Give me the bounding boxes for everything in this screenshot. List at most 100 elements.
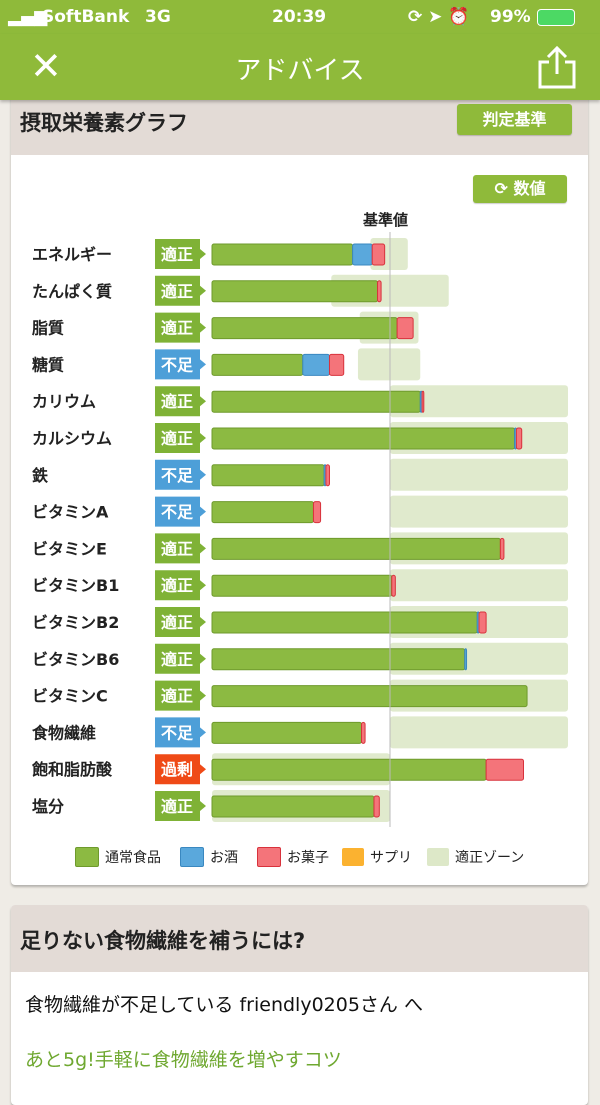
bar-normal <box>211 795 375 818</box>
bar-normal <box>211 280 379 303</box>
clock: 20:39 <box>272 7 327 27</box>
bar-snack <box>377 280 382 303</box>
bar-normal <box>211 648 466 671</box>
zone-bar <box>357 348 421 381</box>
bar-normal <box>211 464 325 487</box>
legend-zone: 適正ゾーン <box>427 847 524 867</box>
bar-snack <box>421 390 425 413</box>
reference-label: 基準値 <box>363 211 409 229</box>
bar-normal <box>211 390 421 413</box>
nutrient-graph-card: 摂取栄養素グラフ 判定基準 ⟳ 数値 基準値 エネルギー 適正 たんぱく質 適正 脂質適… <box>11 92 588 885</box>
nutrient-label: カルシウム <box>32 429 112 448</box>
bar-normal <box>211 758 487 781</box>
status-badge <box>155 312 206 343</box>
status-badge-text: 適正 <box>161 319 193 338</box>
status-badge <box>155 680 206 711</box>
bar-snack <box>328 353 345 376</box>
nutrient-label: 飽和脂肪酸 <box>31 760 113 779</box>
status-badge-text: 適正 <box>161 282 193 301</box>
status-badge <box>155 423 206 453</box>
legend-supplement: サプリ <box>342 847 412 867</box>
nutrient-label: 鉄 <box>32 466 48 485</box>
bar-normal <box>211 574 393 597</box>
bar-snack <box>485 758 524 781</box>
carrier: SoftBank <box>42 7 130 27</box>
bar-snack <box>515 427 523 450</box>
nutrient-label: 塩分 <box>32 797 64 816</box>
bar-snack <box>373 795 380 818</box>
battery-percent: 99% <box>490 7 531 27</box>
signal-icon: ▂▄▆ <box>8 7 48 27</box>
bar-snack <box>499 537 505 560</box>
zone-bar <box>390 569 568 602</box>
status-badge <box>155 349 206 380</box>
bar-normal <box>211 611 478 634</box>
toggle-numbers-label: 数値 <box>513 179 546 198</box>
nutrient-label: ビタミンA <box>32 503 109 522</box>
judge-criteria-button[interactable]: 判定基準 <box>457 104 572 135</box>
legend-normal: 通常食品 <box>75 847 161 867</box>
status-badge-text: 過剰 <box>160 760 193 779</box>
nutrient-label: エネルギー <box>32 245 112 264</box>
toggle-numbers-button[interactable]: ⟳ 数値 <box>473 175 567 203</box>
bar-snack <box>478 611 487 634</box>
card-header: 足りない食物繊維を補うには? <box>11 905 588 972</box>
advice-card: 足りない食物繊維を補うには? 食物繊維が不足している friendly0205さ… <box>11 905 588 1105</box>
status-badge-text: 適正 <box>161 576 193 595</box>
bar-snack <box>396 317 414 340</box>
advice-link[interactable]: あと5g!手軽に食物繊維を増やすコツ <box>25 1049 342 1071</box>
status-badge <box>155 275 206 306</box>
status-badge-text: 適正 <box>161 650 193 669</box>
card-title: 摂取栄養素グラフ <box>20 111 188 135</box>
bar-snack <box>371 243 386 266</box>
bar-snack <box>391 574 396 597</box>
status-badge <box>155 570 206 601</box>
refresh-icon: ⟳ <box>494 179 514 198</box>
status-badge <box>155 754 206 785</box>
bar-alcohol <box>352 243 373 266</box>
status-badge <box>155 533 206 564</box>
bar-normal <box>211 243 354 266</box>
nutrient-label: ビタミンE <box>32 539 107 558</box>
share-icon[interactable] <box>535 44 579 90</box>
bar-alcohol <box>302 353 330 376</box>
bar-normal <box>211 685 528 708</box>
nutrient-label: 糖質 <box>32 355 64 374</box>
zone-bar <box>390 385 568 418</box>
status-badge-text: 適正 <box>161 429 193 448</box>
bar-normal <box>211 317 398 340</box>
bar-normal <box>211 537 501 560</box>
status-badge-text: 適正 <box>161 245 193 264</box>
legend-alcohol: お酒 <box>180 847 238 867</box>
nutrient-label: ビタミンB6 <box>32 650 119 669</box>
close-icon[interactable]: ✕ <box>30 44 62 88</box>
nav-bar: ✕ アドバイス <box>0 34 600 100</box>
bar-snack <box>312 501 322 524</box>
advice-message: 食物繊維が不足している friendly0205さん へ <box>25 994 423 1016</box>
status-badge-text: 適正 <box>161 539 193 558</box>
status-icons: ⟳ ➤ ⏰ <box>408 7 470 27</box>
nutrient-label: 脂質 <box>32 319 64 338</box>
card-header: 摂取栄養素グラフ 判定基準 <box>11 92 588 155</box>
zone-bar <box>390 716 568 749</box>
status-badge <box>155 607 206 637</box>
status-badge-text: 適正 <box>161 613 193 632</box>
page-title: アドバイス <box>235 56 365 86</box>
bar-snack <box>361 721 366 744</box>
bar-normal <box>211 721 363 744</box>
bar-alcohol <box>464 648 468 671</box>
legend-snack: お菓子 <box>257 847 329 867</box>
status-badge-text: 適正 <box>161 687 193 706</box>
bar-normal <box>211 353 304 376</box>
zone-bar <box>390 458 568 491</box>
nutrient-label: ビタミンC <box>32 687 108 706</box>
status-badge <box>155 717 206 748</box>
bar-normal <box>211 501 314 524</box>
network: 3G <box>145 7 171 27</box>
nutrient-label: ビタミンB1 <box>32 576 119 595</box>
status-badge <box>155 643 206 674</box>
status-bar: ▂▄▆ SoftBank 3G 20:39 ⟳ ➤ ⏰ 99% <box>0 0 600 34</box>
status-badge-text: 不足 <box>161 723 194 742</box>
nutrient-label: カリウム <box>32 392 96 411</box>
